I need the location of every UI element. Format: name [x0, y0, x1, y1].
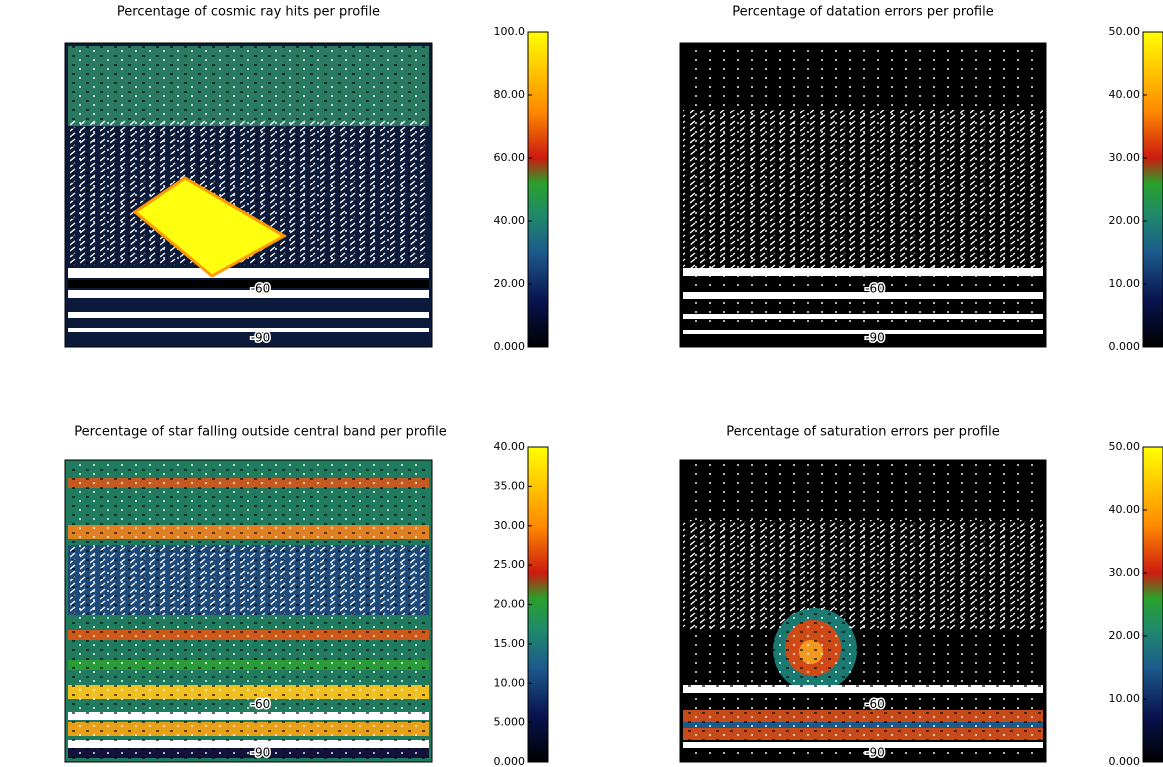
colorbar-tick-label: 0.000	[1109, 340, 1141, 353]
colorbar-tick-label: 30.00	[1109, 151, 1141, 164]
colorbar-tick-label: 10.00	[494, 676, 526, 689]
panel-title: Percentage of cosmic ray hits per profil…	[117, 5, 380, 20]
colorbar-tick-label: 20.00	[1109, 629, 1141, 642]
colorbar-tick-label: 40.00	[1109, 88, 1141, 101]
colorbar-tick-label: 40.00	[1109, 503, 1141, 516]
colorbar-tick-label: 20.00	[1109, 214, 1141, 227]
colorbar-tick-label: 10.00	[1109, 692, 1141, 705]
colorbar-tick-label: 30.00	[1109, 566, 1141, 579]
colorbar-tick-label: 20.00	[494, 277, 526, 290]
colorbar-tick-label: 0.000	[1109, 755, 1141, 767]
colorbar-tick-label: 10.00	[1109, 277, 1141, 290]
map-label: -60	[865, 282, 885, 296]
panel-title: Percentage of saturation errors per prof…	[726, 425, 1000, 440]
colorbar	[527, 31, 549, 348]
colorbar-tick-label: 40.00	[494, 440, 526, 453]
panel-title: Percentage of datation errors per profil…	[732, 5, 993, 20]
colorbar-tick-label: 80.00	[494, 88, 526, 101]
map	[64, 459, 433, 763]
colorbar-tick-label: 5.000	[494, 716, 526, 729]
colorbar-tick-label: 50.00	[1109, 25, 1141, 38]
map-label: -60	[251, 697, 271, 711]
colorbar-tick-label: 15.00	[494, 637, 526, 650]
map	[679, 42, 1047, 348]
map-label: -60	[251, 282, 271, 296]
map-label: -90	[251, 330, 271, 344]
colorbar-tick-label: 30.00	[494, 519, 526, 532]
map-label: -60	[865, 697, 885, 711]
colorbar-tick-label: 50.00	[1109, 440, 1141, 453]
colorbar-tick-label: 100.0	[494, 25, 526, 38]
map-label: -90	[865, 745, 885, 759]
colorbar-tick-label: 20.00	[494, 598, 526, 611]
colorbar-tick-label: 0.000	[494, 340, 526, 353]
colorbar-tick-label: 35.00	[494, 479, 526, 492]
map	[64, 42, 433, 348]
map	[679, 459, 1047, 763]
colorbar	[1142, 31, 1163, 348]
map-label: -90	[865, 330, 885, 344]
colorbar-tick-label: 40.00	[494, 214, 526, 227]
colorbar-tick-label: 25.00	[494, 558, 526, 571]
map-label: -90	[251, 745, 271, 759]
colorbar-tick-label: 0.000	[494, 755, 526, 767]
panel-title: Percentage of star falling outside centr…	[74, 425, 446, 440]
colorbar	[1142, 446, 1163, 763]
colorbar-tick-label: 60.00	[494, 151, 526, 164]
